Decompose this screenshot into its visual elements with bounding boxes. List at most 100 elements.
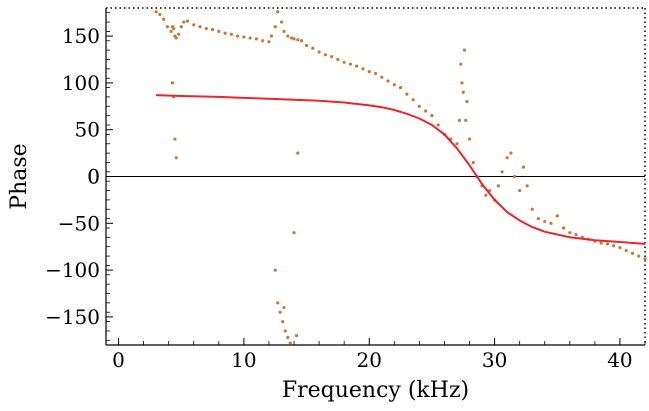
data-point <box>398 85 403 90</box>
data-point <box>158 12 162 17</box>
data-point <box>464 118 468 122</box>
data-point <box>292 231 296 235</box>
data-point <box>471 160 475 165</box>
data-point <box>348 62 353 66</box>
measured-scatter-series <box>154 10 647 345</box>
data-point <box>643 257 647 261</box>
data-point <box>460 81 464 85</box>
data-point <box>555 214 559 218</box>
data-point <box>204 26 208 31</box>
data-point <box>513 174 517 179</box>
data-point <box>424 109 428 113</box>
data-point <box>509 151 513 155</box>
data-point <box>430 114 434 118</box>
data-point <box>296 38 300 42</box>
x-tick-label: 20 <box>357 348 382 372</box>
data-point <box>536 217 541 221</box>
data-point <box>198 25 202 29</box>
data-point <box>169 29 173 34</box>
data-point <box>185 19 190 23</box>
data-point <box>411 98 415 102</box>
data-point <box>248 36 252 40</box>
data-point <box>336 57 340 62</box>
data-point <box>612 244 616 248</box>
x-axis-label: Frequency (kHz) <box>282 378 469 403</box>
data-point <box>417 104 421 108</box>
x-tick-label: 10 <box>231 348 256 372</box>
data-point <box>289 36 294 40</box>
data-point <box>459 62 463 66</box>
data-point <box>170 81 175 85</box>
data-point <box>172 26 176 31</box>
data-point <box>296 151 300 155</box>
data-point <box>165 25 170 29</box>
data-point <box>269 34 274 38</box>
data-point <box>405 92 409 96</box>
data-point <box>530 207 534 211</box>
fit-curve <box>156 94 646 245</box>
data-point <box>618 246 622 250</box>
data-point <box>273 268 277 272</box>
data-point <box>281 319 285 324</box>
data-point <box>605 242 609 246</box>
data-point <box>304 43 309 48</box>
data-point <box>561 226 566 230</box>
y-tick-label: −150 <box>45 305 100 329</box>
data-point <box>317 50 321 54</box>
data-point <box>549 221 553 225</box>
data-point <box>630 251 635 255</box>
data-point <box>311 46 315 50</box>
data-point <box>355 64 359 68</box>
data-point <box>154 10 158 14</box>
y-axis-label: Phase <box>7 143 32 209</box>
data-point <box>599 241 603 245</box>
data-point <box>236 34 240 38</box>
data-point <box>267 40 271 44</box>
data-point <box>223 31 227 35</box>
data-point <box>373 71 378 76</box>
data-point <box>174 156 178 160</box>
data-point <box>261 39 265 43</box>
data-point <box>461 90 465 94</box>
data-point <box>286 34 290 38</box>
y-tick-label: 100 <box>62 71 100 95</box>
data-point <box>392 83 396 87</box>
y-tick-label: 0 <box>87 165 100 189</box>
data-point <box>282 29 286 34</box>
data-point <box>624 248 628 253</box>
data-point <box>292 37 296 41</box>
data-point <box>192 23 196 27</box>
data-point <box>299 39 304 43</box>
data-point <box>179 25 183 29</box>
data-point <box>229 32 233 36</box>
data-point <box>568 231 572 235</box>
data-point <box>177 32 181 36</box>
data-point <box>282 305 286 310</box>
data-point <box>380 75 384 79</box>
data-point <box>467 137 472 141</box>
data-point <box>278 310 282 314</box>
data-point <box>210 27 215 32</box>
y-tick-label: 150 <box>62 24 100 48</box>
data-point <box>276 301 280 305</box>
data-point <box>496 184 500 188</box>
data-point <box>521 165 526 169</box>
data-point <box>330 55 334 59</box>
y-tick-label: 0 <box>87 165 100 189</box>
data-point <box>543 219 547 224</box>
data-point <box>505 156 509 160</box>
data-point <box>361 67 365 71</box>
data-point <box>462 48 467 52</box>
data-point <box>455 142 459 146</box>
data-point <box>518 188 522 193</box>
data-point <box>457 118 462 122</box>
data-point <box>279 20 284 24</box>
y-tick-label: 50 <box>75 118 100 142</box>
data-point <box>484 193 488 197</box>
data-point <box>500 170 504 174</box>
data-point <box>294 334 299 338</box>
data-point <box>288 341 292 345</box>
data-point <box>242 35 246 39</box>
data-point <box>273 25 277 29</box>
